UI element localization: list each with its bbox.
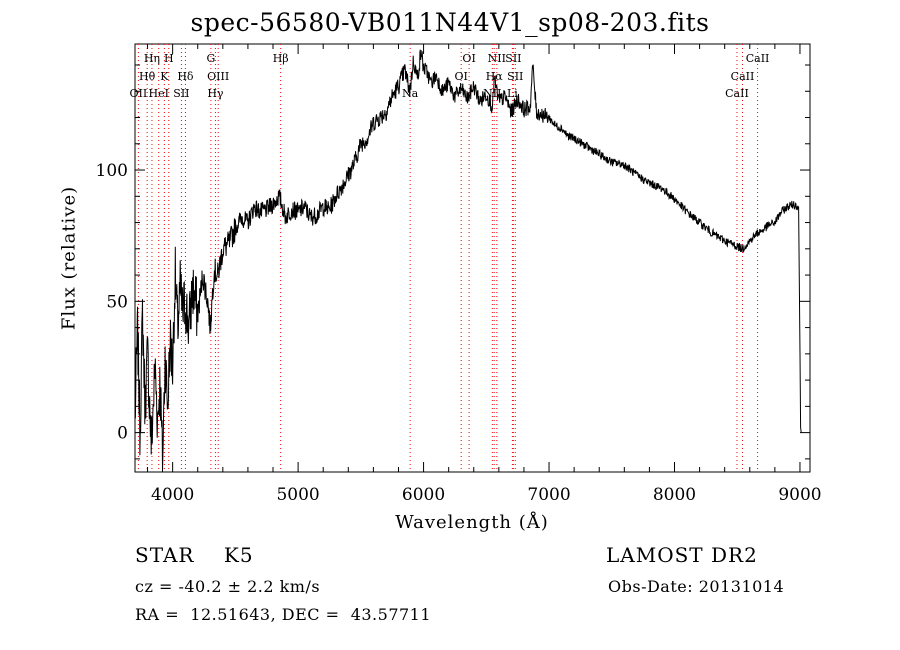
redshift-velocity: cz = -40.2 ± 2.2 km/s <box>135 577 321 596</box>
x-tick-label: 6000 <box>402 485 445 505</box>
y-axis-label: Flux (relative) <box>58 185 80 331</box>
observation-date: Obs-Date: 20131014 <box>608 577 785 596</box>
plot-frame <box>134 43 811 473</box>
axis-tick-labels: 4000 5000 6000 7000 8000 9000 0 50 100 <box>96 161 822 505</box>
plot-area-border <box>134 43 811 473</box>
x-tick-label: 8000 <box>653 485 696 505</box>
x-tick-label: 4000 <box>151 485 194 505</box>
y-tick-label: 100 <box>96 161 128 181</box>
survey-name: LAMOST DR2 <box>606 543 758 567</box>
line-label-8: G <box>207 52 216 65</box>
x-tick-label: 5000 <box>276 485 319 505</box>
line-label-3: K <box>160 70 169 83</box>
line-label-7: SII <box>173 87 189 100</box>
line-label-15: NII <box>488 52 506 65</box>
ra-dec-coordinates: RA = 12.51643, DEC = 43.57711 <box>135 605 432 624</box>
line-label-20: Li <box>507 87 518 100</box>
line-label-2: Hθ <box>139 70 156 83</box>
line-label-1: H <box>164 52 174 65</box>
line-label-4: Hδ <box>177 70 194 83</box>
line-label-13: OI <box>462 52 475 65</box>
line-label-21: CaII <box>746 52 770 65</box>
line-label-10: Hγ <box>207 87 224 100</box>
axis-ticks <box>135 44 810 472</box>
line-label-14: OI <box>455 70 468 83</box>
x-tick-label: 7000 <box>527 485 570 505</box>
line-label-9: OIII <box>207 70 229 83</box>
line-label-0: Hη <box>144 52 160 65</box>
spectrum-series <box>134 49 802 473</box>
line-label-22: CaII <box>731 70 755 83</box>
spectral-line-markers <box>137 44 759 472</box>
y-tick-label: 0 <box>117 424 128 444</box>
spectrum-line <box>134 49 802 473</box>
x-tick-label: 9000 <box>778 485 821 505</box>
x-axis-label: Wavelength (Å) <box>395 512 549 533</box>
line-label-23: CaII <box>725 87 749 100</box>
line-label-18: SII <box>507 70 523 83</box>
chart-title: spec-56580-VB011N44V1_sp08-203.fits <box>190 8 710 37</box>
line-label-6: HeI <box>148 87 168 100</box>
line-label-5: OII <box>130 87 148 100</box>
y-tick-label: 50 <box>106 292 128 312</box>
object-class: STAR K5 <box>135 543 254 567</box>
line-label-11: Hβ <box>273 52 289 65</box>
line-label-16: SII <box>505 52 521 65</box>
